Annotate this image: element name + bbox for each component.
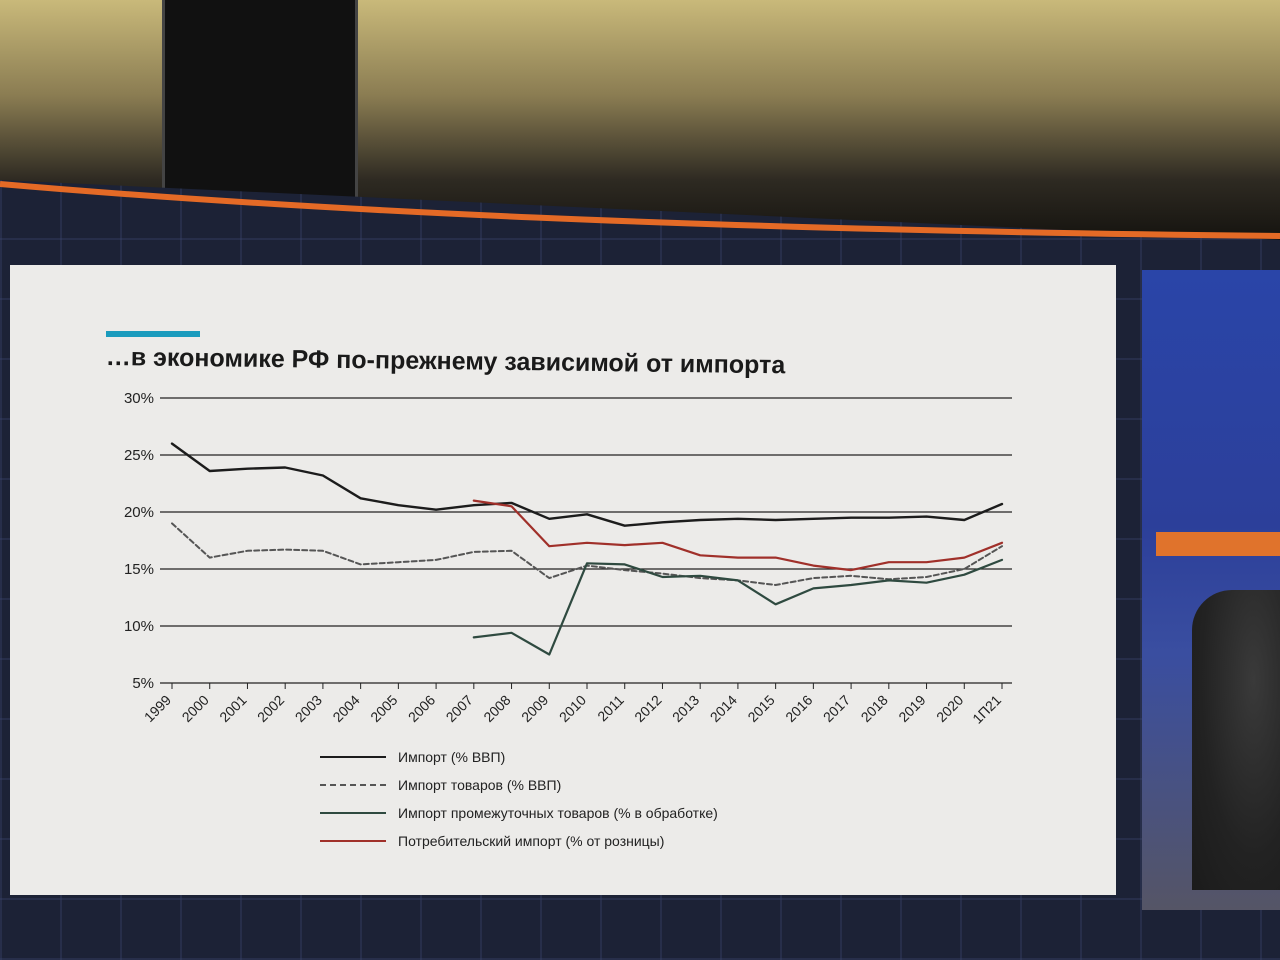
x-tick-label: 1П21: [969, 692, 1004, 727]
title-accent-bar: [106, 331, 200, 337]
series-line: [472, 499, 1004, 572]
x-tick-label: 2010: [556, 692, 589, 725]
legend-item: Импорт товаров (% ВВП): [320, 771, 880, 799]
x-tick-label: 2007: [443, 692, 476, 725]
x-tick-label: 2013: [669, 692, 702, 725]
chart-legend: Импорт (% ВВП) Импорт товаров (% ВВП) Им…: [320, 743, 880, 855]
x-tick-label: 2002: [254, 692, 287, 725]
presentation-slide: …в экономике РФ по-прежнему зависимой от…: [10, 265, 1116, 895]
series-line: [170, 442, 1004, 527]
x-tick-label: 2008: [480, 692, 513, 725]
legend-swatch: [320, 840, 386, 842]
x-tick-label: 2009: [518, 692, 551, 725]
legend-label: Импорт промежуточных товаров (% в обрабо…: [398, 805, 718, 821]
line-chart: 5%10%15%20%25%30%1999 2000 2001 2002 2003 200…: [124, 390, 1012, 727]
legend-label: Импорт (% ВВП): [398, 749, 506, 765]
y-tick-label: 10%: [124, 618, 154, 635]
legend-swatch: [320, 812, 386, 814]
x-tick-label: 2018: [858, 692, 891, 725]
x-tick-label: 2000: [179, 692, 212, 725]
legend-item: Импорт (% ВВП): [320, 743, 880, 771]
x-tick-label: 2001: [216, 692, 249, 725]
x-tick-label: 2012: [631, 692, 664, 725]
series-line: [171, 522, 1003, 586]
speaker-figure: [1192, 590, 1280, 890]
y-tick-label: 25%: [124, 447, 154, 464]
series-line: [472, 558, 1004, 656]
legend-item: Импорт промежуточных товаров (% в обрабо…: [320, 799, 880, 827]
y-tick-label: 15%: [124, 561, 154, 578]
x-tick-label: 1999: [141, 692, 174, 725]
legend-swatch: [320, 784, 386, 786]
x-tick-label: 2015: [744, 692, 777, 725]
x-tick-label: 2011: [594, 692, 627, 725]
x-tick-label: 2006: [405, 692, 438, 725]
x-tick-label: 2004: [329, 692, 362, 725]
speaker-cabinet: [162, 0, 358, 205]
legend-item: Потребительский импорт (% от розницы): [320, 827, 880, 855]
y-tick-label: 30%: [124, 390, 154, 407]
x-tick-label: 2016: [782, 692, 815, 725]
y-tick-label: 20%: [124, 504, 154, 521]
legend-label: Потребительский импорт (% от розницы): [398, 833, 665, 849]
y-tick-label: 5%: [132, 675, 154, 692]
legend-label: Импорт товаров (% ВВП): [398, 777, 562, 793]
x-tick-label: 2020: [933, 692, 966, 725]
x-tick-label: 2014: [707, 692, 740, 725]
x-tick-label: 2005: [367, 692, 400, 725]
side-screen-orange-stripe: [1156, 532, 1280, 556]
x-tick-label: 2017: [820, 692, 853, 725]
legend-swatch: [320, 756, 386, 758]
x-tick-label: 2019: [895, 692, 928, 725]
x-tick-label: 2003: [292, 692, 325, 725]
side-video-screen: [1142, 270, 1280, 910]
